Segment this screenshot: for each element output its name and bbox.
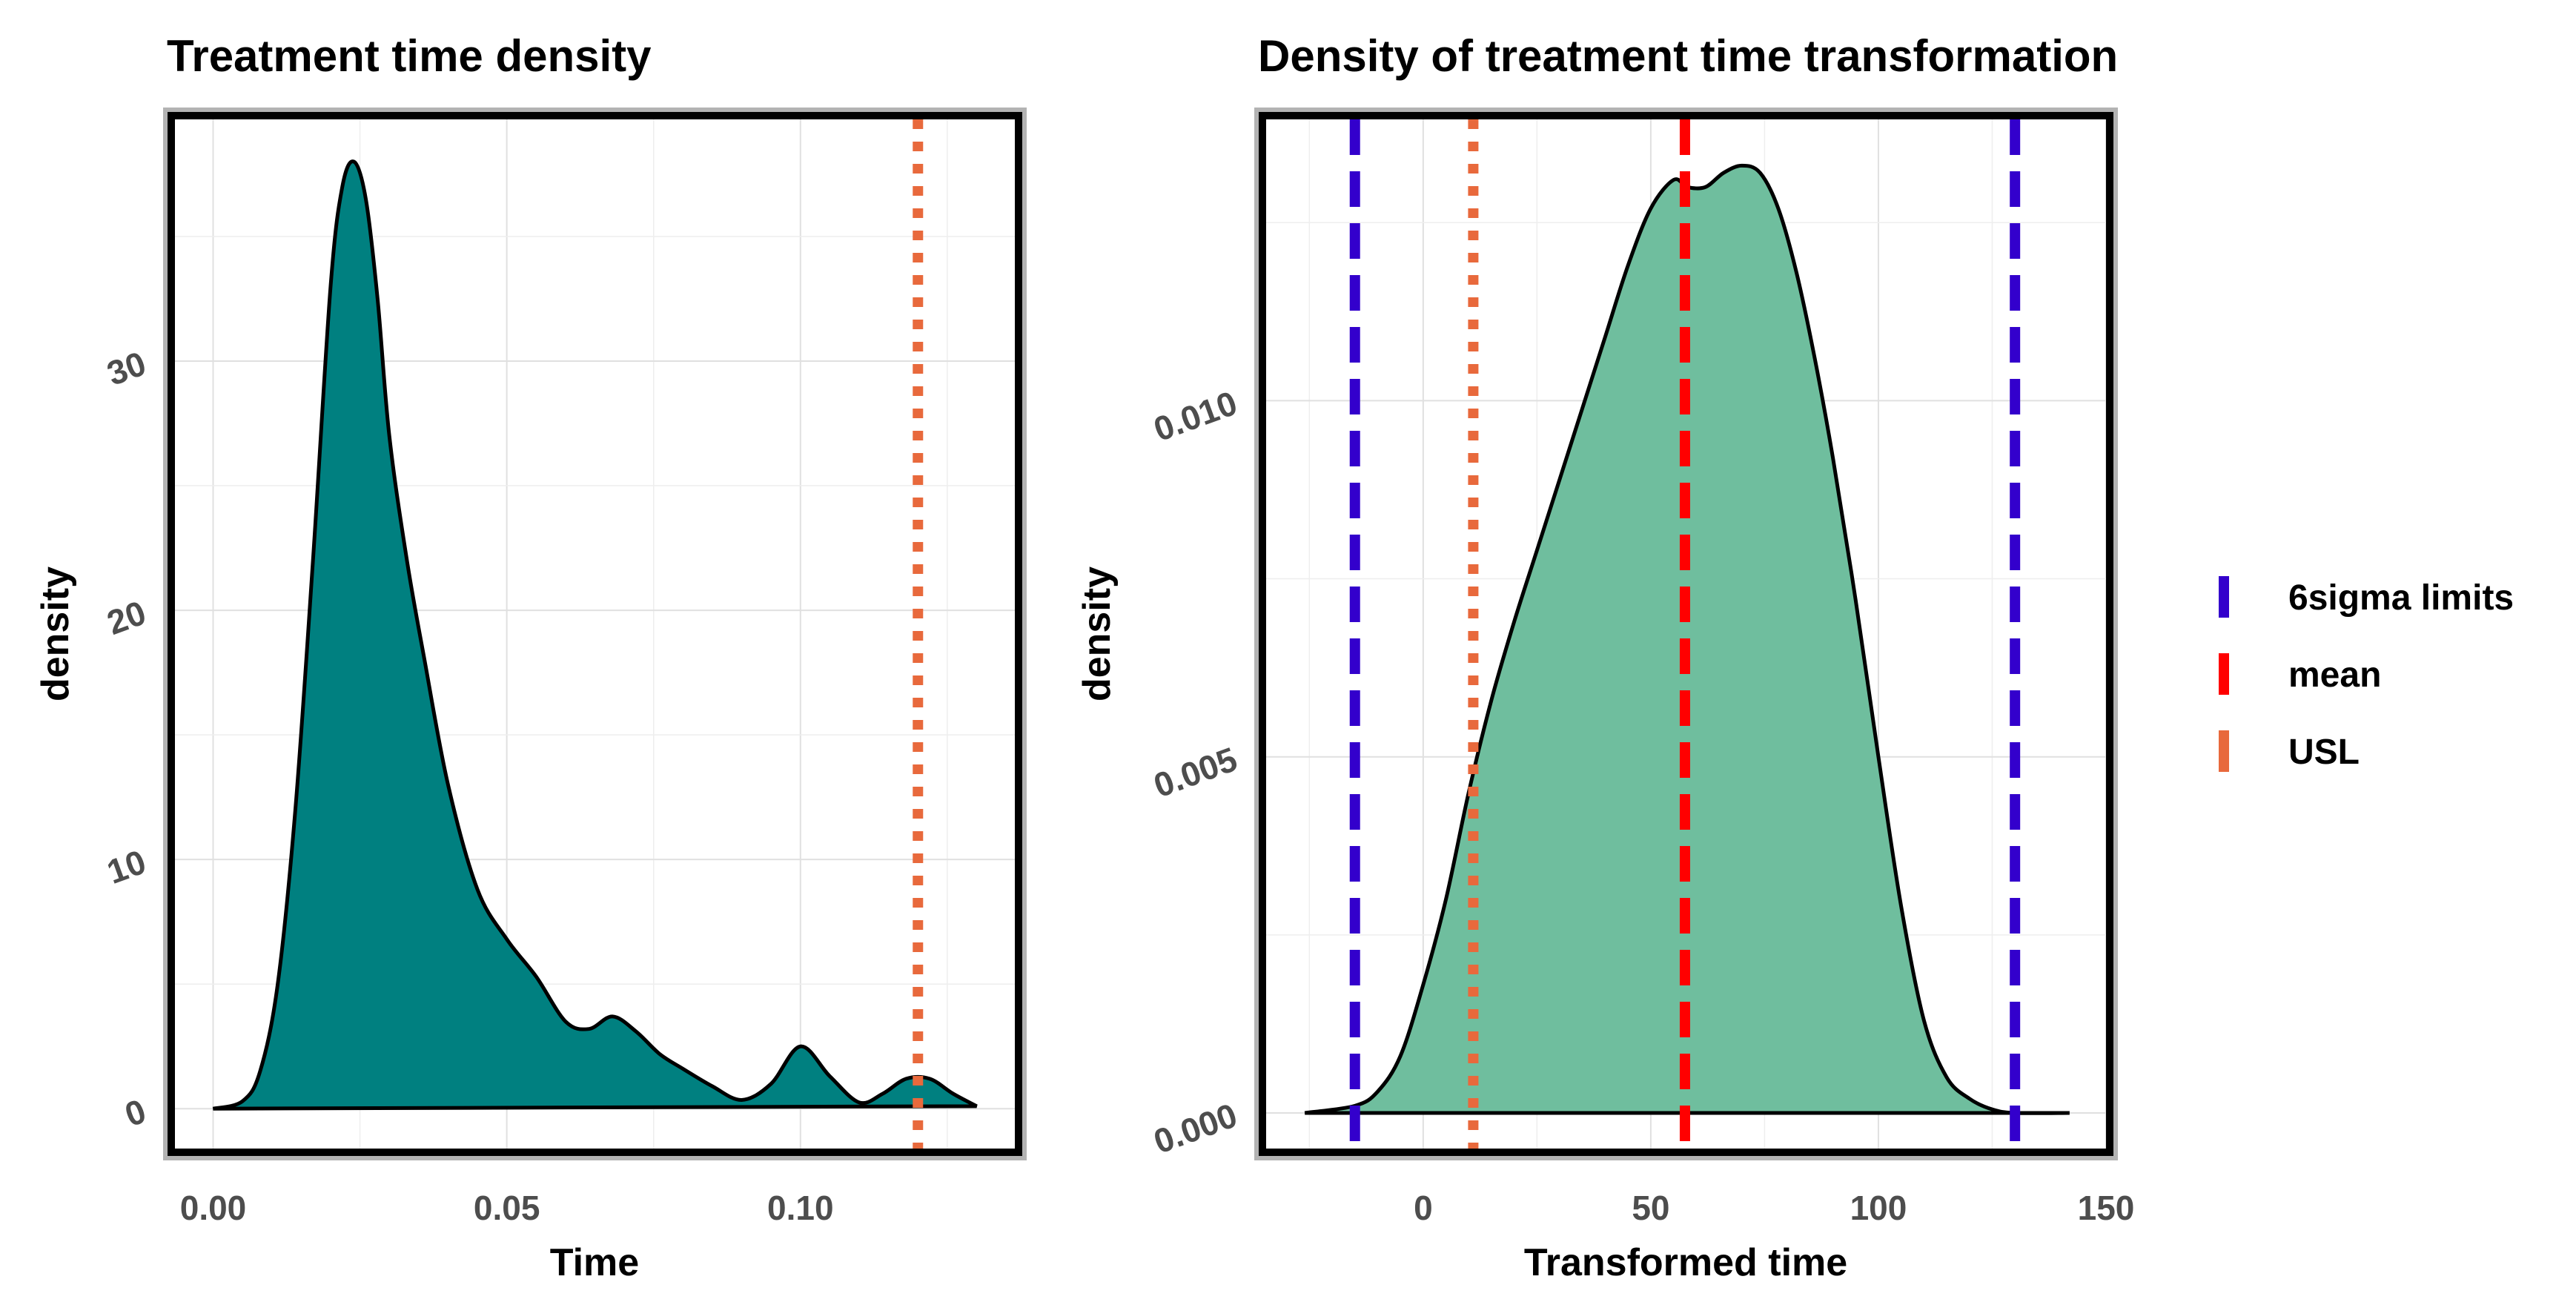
x-tick-label: 0.05 [474, 1189, 540, 1227]
chart-left-y-tick-labels: 0 10 20 30 [102, 344, 151, 1134]
legend-label: mean [2288, 655, 2381, 695]
chart-left-y-axis-title: density [34, 566, 77, 701]
legend-label: 6sigma limits [2288, 578, 2514, 618]
y-tick-label: 30 [102, 344, 151, 393]
chart-right-title: Density of treatment time transformation [1258, 31, 2118, 81]
legend-label: USL [2288, 733, 2360, 772]
x-tick-label: 50 [1632, 1189, 1669, 1227]
chart-left-density-area [212, 159, 978, 1111]
x-tick-label: 0.10 [767, 1189, 834, 1227]
chart-right-reference-lines [1349, 119, 2021, 1149]
chart-left-x-tick-labels: 0.00 0.05 0.10 [180, 1189, 834, 1227]
y-tick-label: 20 [102, 593, 151, 642]
chart-right: Density of treatment time transformation… [1076, 31, 2134, 1284]
y-tick-label: 0.000 [1148, 1096, 1242, 1161]
legend: 6sigma limits mean USL [2219, 576, 2514, 772]
chart-left-title: Treatment time density [167, 31, 652, 81]
y-tick-label: 10 [102, 842, 151, 891]
chart-right-y-axis-title: density [1076, 566, 1119, 701]
x-tick-label: 0.00 [180, 1189, 247, 1227]
x-tick-label: 150 [2078, 1189, 2135, 1227]
chart-right-panel-border [1259, 112, 2113, 1156]
chart-left-gridlines [175, 119, 1015, 1149]
chart-right-y-tick-labels: 0.000 0.005 0.010 [1148, 383, 1242, 1161]
y-tick-label: 0 [120, 1091, 151, 1134]
chart-right-outer-border [1254, 108, 2118, 1160]
chart-left-x-axis-title: Time [550, 1241, 639, 1284]
chart-left-panel-border [168, 112, 1022, 1156]
chart-left-outer-border [163, 108, 1027, 1160]
chart-right-x-axis-title: Transformed time [1524, 1241, 1847, 1284]
x-tick-label: 0 [1414, 1189, 1433, 1227]
chart-right-x-tick-labels: 0 50 100 150 [1414, 1189, 2134, 1227]
y-tick-label: 0.010 [1148, 383, 1242, 449]
x-tick-label: 100 [1850, 1189, 1907, 1227]
y-tick-label: 0.005 [1148, 739, 1242, 805]
